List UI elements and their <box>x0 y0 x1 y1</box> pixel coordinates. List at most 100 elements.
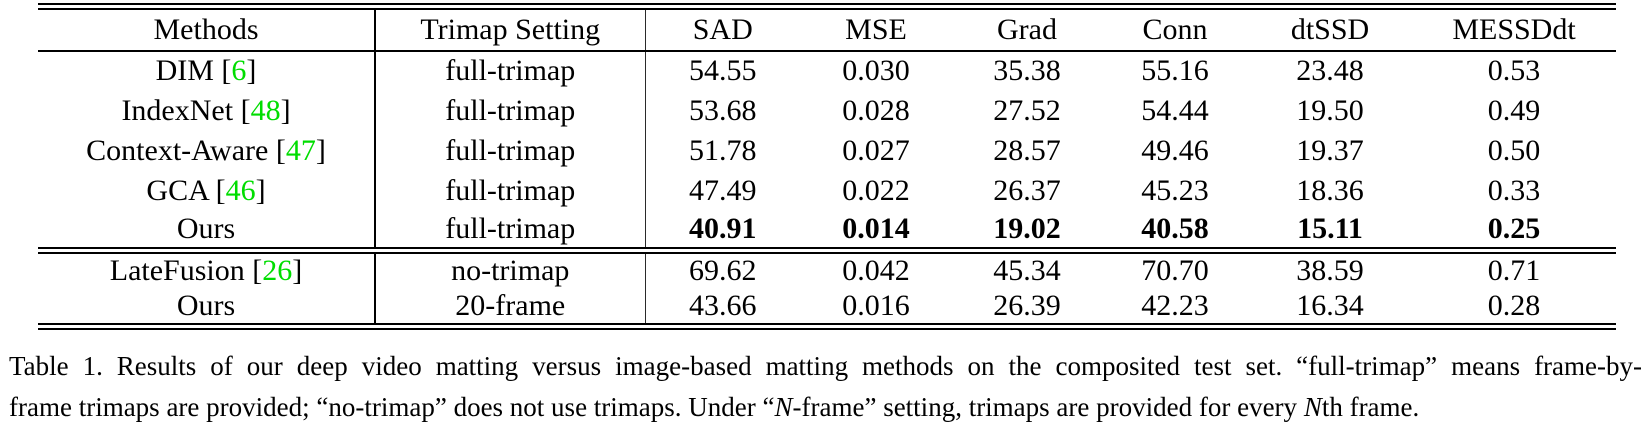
citation-ref[interactable]: 26 <box>262 254 293 288</box>
citation-bracket: ] <box>280 93 291 127</box>
cell-grad: 27.52 <box>993 93 1061 127</box>
cell-setting: full-trimap <box>375 90 646 131</box>
cell-mse: 0.014 <box>842 211 910 245</box>
table-row: Ours 20-frame 43.66 0.016 26.39 42.23 16… <box>38 288 1616 327</box>
cell-dtssd: 23.48 <box>1296 54 1364 87</box>
results-table: Methods Trimap Setting SAD MSE Grad Conn… <box>38 3 1616 330</box>
cell-sad: 51.78 <box>689 133 757 167</box>
cell-sad: 47.49 <box>689 173 757 207</box>
cell-messddt: 0.71 <box>1487 254 1541 288</box>
table-caption: Table 1. Results of our deep video matti… <box>9 346 1642 428</box>
full-trimap-section: DIM [6] full-trimap 54.55 0.030 35.38 55… <box>38 50 1616 251</box>
cell-method: Ours <box>38 288 376 327</box>
cell-conn: 49.46 <box>1141 133 1209 167</box>
alternate-trimap-section: LateFusion [26] no-trimap 69.62 0.042 45… <box>38 250 1616 327</box>
method-name: DIM <box>155 54 214 87</box>
header-grad: Grad <box>997 12 1057 46</box>
citation-ref[interactable]: 6 <box>231 54 247 87</box>
citation-bracket: ] <box>246 54 257 87</box>
cell-messddt: 0.50 <box>1487 133 1541 167</box>
cell-setting: full-trimap <box>375 170 646 211</box>
cell-setting: full-trimap <box>375 50 646 91</box>
citation-bracket: ] <box>292 254 303 288</box>
citation-bracket: [ <box>244 254 263 288</box>
cell-dtssd: 18.36 <box>1296 173 1364 207</box>
cell-method: GCA [46] <box>38 170 376 211</box>
cell-conn: 54.44 <box>1141 93 1209 127</box>
cell-grad: 26.39 <box>993 288 1061 322</box>
cell-method: DIM [6] <box>38 50 376 91</box>
cell-messddt: 0.25 <box>1487 211 1541 245</box>
header-sad: SAD <box>692 12 753 46</box>
header-mse: MSE <box>845 12 907 46</box>
caption-text: frame trimaps are provided; “no-trimap” … <box>9 392 775 422</box>
header-trimap-setting: Trimap Setting <box>375 6 646 51</box>
cell-messddt: 0.53 <box>1487 54 1541 87</box>
cell-messddt: 0.49 <box>1487 93 1541 127</box>
cell-method: Context-Aware [47] <box>38 130 376 171</box>
method-name: GCA <box>146 173 209 207</box>
table-row: GCA [46] full-trimap 47.49 0.022 26.37 4… <box>38 170 1616 211</box>
cell-mse: 0.022 <box>842 173 910 207</box>
citation-bracket: ] <box>255 173 266 207</box>
cell-mse: 0.028 <box>842 93 910 127</box>
header-messddt: MESSDdt <box>1452 12 1576 46</box>
table-header-row: Methods Trimap Setting SAD MSE Grad Conn… <box>38 6 1616 51</box>
citation-bracket: [ <box>233 93 251 127</box>
citation-bracket: [ <box>208 173 226 207</box>
caption-text: th frame. <box>1321 392 1420 422</box>
citation-bracket: [ <box>268 133 286 167</box>
cell-mse: 0.030 <box>842 54 910 87</box>
cell-method: LateFusion [26] <box>38 250 376 289</box>
caption-variable-n: N <box>1303 392 1322 422</box>
cell-dtssd: 38.59 <box>1296 254 1364 288</box>
cell-setting: no-trimap <box>375 250 646 289</box>
cell-setting: full-trimap <box>375 210 646 251</box>
citation-ref[interactable]: 47 <box>285 133 316 167</box>
table-row: Context-Aware [47] full-trimap 51.78 0.0… <box>38 130 1616 171</box>
citation-bracket: ] <box>315 133 326 167</box>
method-name: IndexNet <box>121 93 234 127</box>
method-name: Context-Aware <box>86 133 269 167</box>
cell-grad: 19.02 <box>993 211 1061 245</box>
caption-variable-n: N <box>774 392 793 422</box>
method-name: Ours <box>176 211 236 245</box>
cell-grad: 45.34 <box>993 254 1061 288</box>
cell-grad: 28.57 <box>993 133 1061 167</box>
cell-grad: 35.38 <box>993 54 1061 87</box>
caption-line-2: frame trimaps are provided; “no-trimap” … <box>9 387 1642 428</box>
citation-ref[interactable]: 46 <box>225 173 256 207</box>
cell-setting: full-trimap <box>375 130 646 171</box>
cell-sad: 69.62 <box>689 254 757 288</box>
cell-dtssd: 19.37 <box>1296 133 1364 167</box>
cell-conn: 42.23 <box>1141 288 1209 322</box>
cell-sad: 40.91 <box>689 211 757 245</box>
citation-ref[interactable]: 48 <box>250 93 281 127</box>
header-dtssd: dtSSD <box>1290 12 1370 46</box>
cell-method: IndexNet [48] <box>38 90 376 131</box>
cell-sad: 53.68 <box>689 93 757 127</box>
caption-text: -frame” setting, trimaps are provided fo… <box>792 392 1304 422</box>
cell-conn: 45.23 <box>1141 173 1209 207</box>
cell-mse: 0.027 <box>842 133 910 167</box>
cell-sad: 43.66 <box>689 288 757 322</box>
caption-line-1: Table 1. Results of our deep video matti… <box>9 351 1642 381</box>
cell-messddt: 0.28 <box>1487 288 1541 322</box>
cell-grad: 26.37 <box>993 173 1061 207</box>
cell-messddt: 0.33 <box>1487 173 1541 207</box>
cell-conn: 40.58 <box>1141 211 1209 245</box>
method-name: Ours <box>176 288 236 322</box>
table-row-ours: Ours full-trimap 40.91 0.014 19.02 40.58… <box>38 210 1616 251</box>
header-methods: Methods <box>38 6 376 51</box>
table-row: DIM [6] full-trimap 54.55 0.030 35.38 55… <box>38 50 1616 91</box>
method-name: LateFusion <box>109 254 245 288</box>
citation-bracket: [ <box>213 54 232 87</box>
table-row: IndexNet [48] full-trimap 53.68 0.028 27… <box>38 90 1616 131</box>
cell-mse: 0.042 <box>842 254 910 288</box>
cell-dtssd: 16.34 <box>1296 288 1364 322</box>
table-row: LateFusion [26] no-trimap 69.62 0.042 45… <box>38 250 1616 289</box>
cell-dtssd: 19.50 <box>1296 93 1364 127</box>
cell-dtssd: 15.11 <box>1297 211 1363 245</box>
cell-method: Ours <box>38 210 376 251</box>
